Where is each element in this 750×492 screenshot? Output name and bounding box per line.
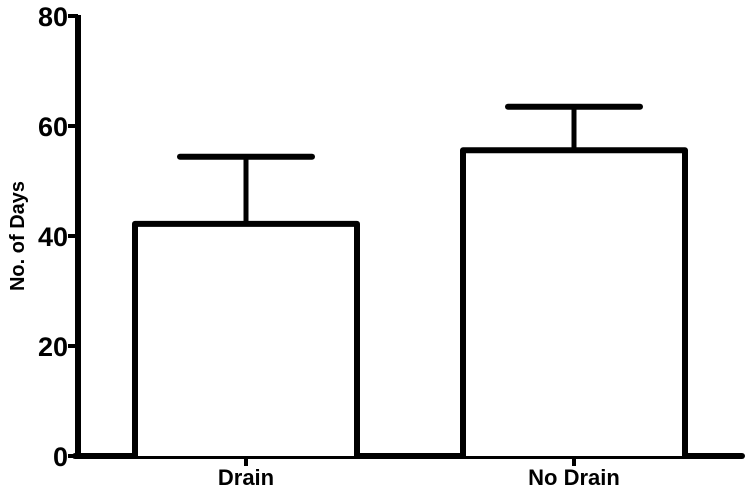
- y-axis: 0 20 40 60 80: [38, 2, 81, 472]
- y-tick-label: 80: [38, 2, 68, 32]
- y-axis-title: No. of Days: [7, 181, 29, 291]
- y-tick-label: 0: [53, 442, 68, 472]
- bars: [132, 103, 688, 456]
- bar-no-drain: [460, 103, 688, 456]
- bar-rect: [460, 147, 688, 456]
- x-tick-label: Drain: [218, 465, 274, 490]
- x-axis: Drain No Drain: [72, 453, 745, 490]
- bar-rect: [132, 220, 360, 456]
- y-tick-label: 20: [38, 332, 68, 362]
- y-tick-label: 40: [38, 222, 68, 252]
- y-tick-label: 60: [38, 112, 68, 142]
- bar-drain: [132, 153, 360, 456]
- x-tick-label: No Drain: [528, 465, 620, 490]
